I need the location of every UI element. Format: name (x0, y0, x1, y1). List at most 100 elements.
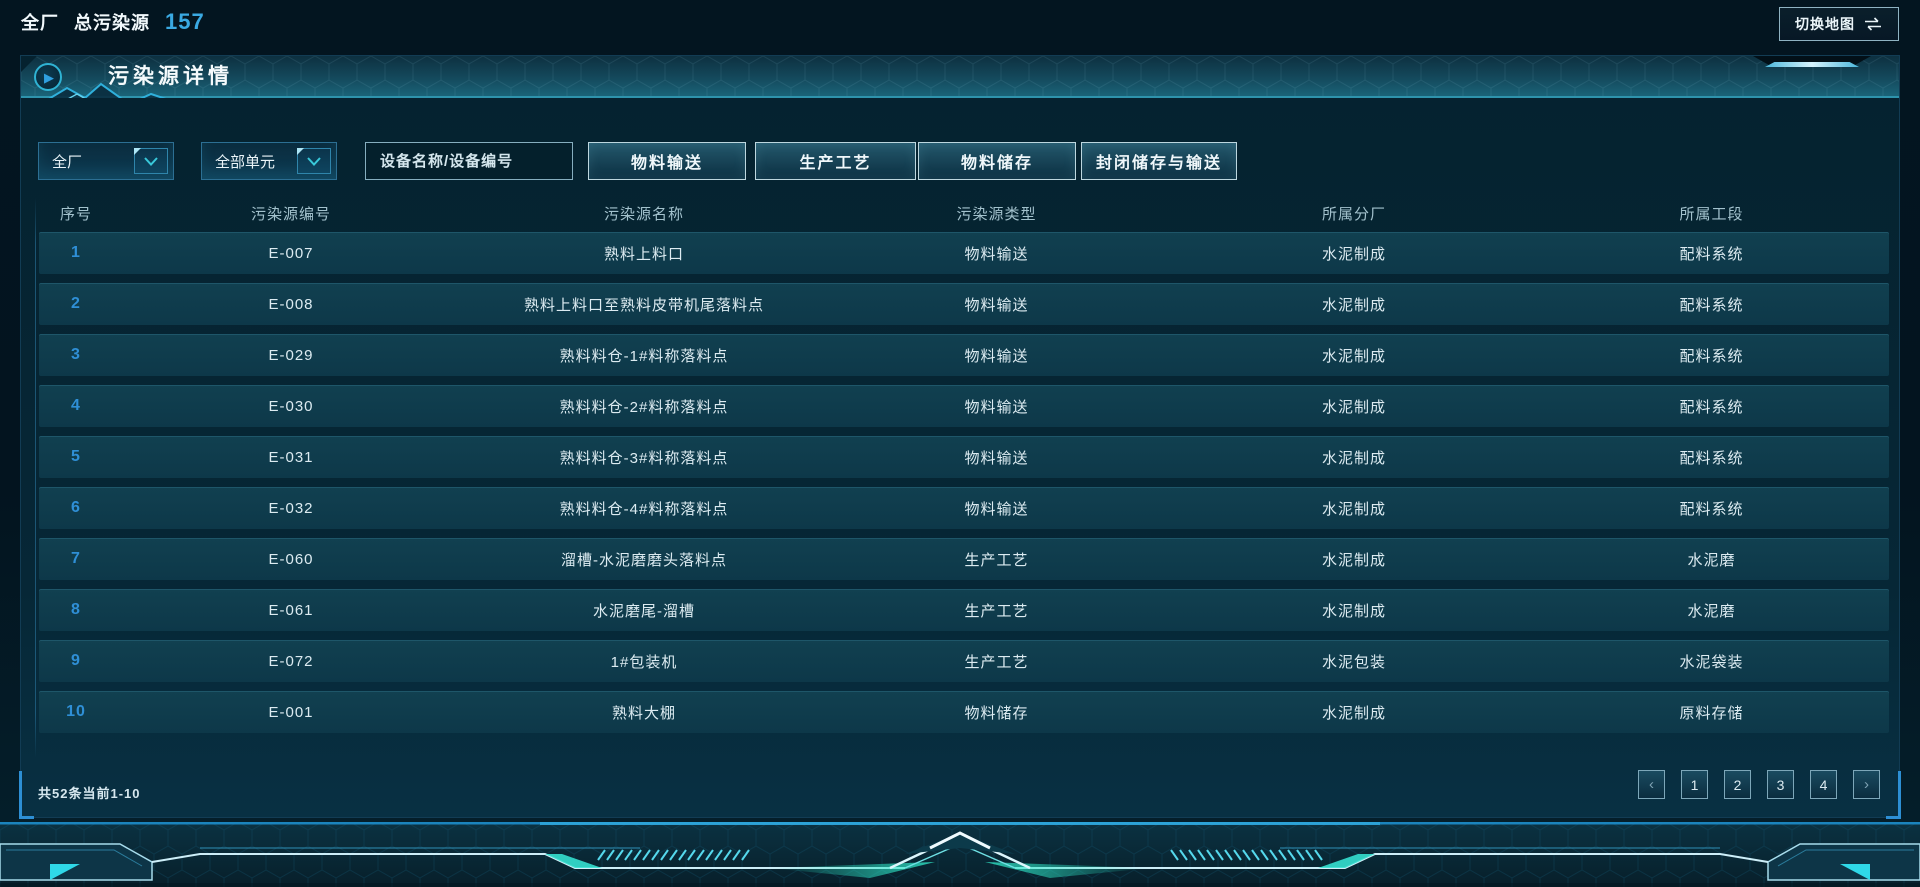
total-pollution-count: 157 (165, 9, 205, 34)
cell-index: 10 (66, 703, 86, 720)
cell-name: 熟料料仓-1#料称落料点 (559, 347, 729, 365)
column-header: 所属分厂 (1321, 205, 1386, 223)
switch-map-button[interactable]: 切换地图 (1779, 7, 1899, 41)
unit-filter-value: 全部单元 (215, 153, 276, 171)
play-button[interactable]: ▶ (34, 63, 62, 91)
panel-header: ▶ 污染源详情 (21, 56, 1899, 98)
column-header: 序号 (59, 205, 92, 223)
bottom-hud-decoration (0, 822, 1920, 887)
chevron-right-icon: › (1864, 776, 1869, 793)
table-row[interactable]: 3 E-029 熟料料仓-1#料称落料点 物料输送 水泥制成 配料系统 (39, 334, 1889, 376)
cell-section: 配料系统 (1679, 347, 1744, 365)
cell-index: 4 (71, 397, 81, 414)
cell-plant: 水泥制成 (1321, 347, 1386, 365)
cell-code: E-030 (268, 397, 314, 415)
cell-index: 5 (71, 448, 81, 465)
cell-type: 物料输送 (964, 245, 1029, 263)
pagination-page-button[interactable]: 1 (1681, 770, 1708, 799)
table-row[interactable]: 8 E-061 水泥磨尾-溜槽 生产工艺 水泥制成 水泥磨 (39, 589, 1889, 631)
cell-type: 物料输送 (964, 500, 1029, 518)
cell-index: 1 (71, 244, 81, 261)
column-header: 所属工段 (1679, 205, 1744, 223)
cell-type: 生产工艺 (964, 653, 1029, 671)
plant-filter-value: 全厂 (52, 153, 83, 171)
cell-section: 配料系统 (1679, 500, 1744, 518)
cell-name: 熟料上料口至熟料皮带机尾落料点 (523, 296, 764, 314)
cell-plant: 水泥制成 (1321, 449, 1386, 467)
cell-plant: 水泥制成 (1321, 551, 1386, 569)
switch-map-label: 切换地图 (1795, 16, 1855, 32)
pagination-prev-button[interactable]: ‹ (1638, 770, 1665, 799)
cell-code: E-061 (268, 601, 314, 619)
cell-index: 6 (71, 499, 81, 516)
column-header: 污染源类型 (956, 205, 1037, 223)
cell-name: 熟料料仓-4#料称落料点 (559, 500, 729, 518)
cell-plant: 水泥制成 (1321, 245, 1386, 263)
category-filter-button[interactable]: 封闭储存与输送 (1081, 142, 1237, 180)
chevron-down-icon[interactable] (297, 148, 331, 174)
table-row[interactable]: 2 E-008 熟料上料口至熟料皮带机尾落料点 物料输送 水泥制成 配料系统 (39, 283, 1889, 325)
pagination-page-button[interactable]: 2 (1724, 770, 1751, 799)
search-box (365, 142, 606, 180)
corner-decoration (1886, 771, 1901, 819)
cell-name: 熟料上料口 (603, 245, 684, 263)
record-summary: 共52条当前1-10 (38, 786, 141, 801)
cell-section: 配料系统 (1679, 296, 1744, 314)
cell-name: 熟料大棚 (611, 704, 676, 722)
table-row[interactable]: 7 E-060 溜槽-水泥磨磨头落料点 生产工艺 水泥制成 水泥磨 (39, 538, 1889, 580)
cell-type: 物料输送 (964, 296, 1029, 314)
pagination-page-button[interactable]: 3 (1767, 770, 1794, 799)
header-notch-highlight (1765, 62, 1859, 67)
cell-type: 生产工艺 (964, 551, 1029, 569)
cell-plant: 水泥制成 (1321, 500, 1386, 518)
cell-type: 物料储存 (964, 704, 1029, 722)
table-body: 1 E-007 熟料上料口 物料输送 水泥制成 配料系统 2 E-008 熟料上料口至熟料皮带机… (39, 232, 1889, 742)
table-row[interactable]: 9 E-072 1#包装机 生产工艺 水泥包装 水泥袋装 (39, 640, 1889, 682)
table-row[interactable]: 1 E-007 熟料上料口 物料输送 水泥制成 配料系统 (39, 232, 1889, 274)
hex-pattern-decoration (21, 56, 1899, 96)
category-filter-button[interactable]: 物料储存 (918, 142, 1076, 180)
cell-type: 物料输送 (964, 347, 1029, 365)
corner-decoration (19, 771, 34, 819)
scope-label: 全厂 (21, 13, 59, 33)
cell-plant: 水泥制成 (1321, 602, 1386, 620)
table-row[interactable]: 6 E-032 熟料料仓-4#料称落料点 物料输送 水泥制成 配料系统 (39, 487, 1889, 529)
top-title-group: 全厂 总污染源 157 (21, 9, 205, 35)
cell-section: 水泥袋装 (1679, 653, 1744, 671)
cell-code: E-072 (268, 652, 314, 670)
chevron-down-icon[interactable] (134, 148, 168, 174)
cell-type: 物料输送 (964, 449, 1029, 467)
cell-plant: 水泥制成 (1321, 296, 1386, 314)
column-header: 污染源名称 (603, 205, 684, 223)
cell-plant: 水泥制成 (1321, 398, 1386, 416)
total-pollution-label: 总污染源 (74, 13, 150, 33)
cell-name: 1#包装机 (610, 653, 678, 671)
category-filter-button[interactable]: 物料输送 (588, 142, 746, 180)
table-row[interactable]: 4 E-030 熟料料仓-2#料称落料点 物料输送 水泥制成 配料系统 (39, 385, 1889, 427)
search-input[interactable] (366, 143, 589, 179)
table-row[interactable]: 10 E-001 熟料大棚 物料储存 水泥制成 原料存储 (39, 691, 1889, 733)
pagination-page-button[interactable]: 4 (1810, 770, 1837, 799)
table-row[interactable]: 5 E-031 熟料料仓-3#料称落料点 物料输送 水泥制成 配料系统 (39, 436, 1889, 478)
cell-section: 水泥磨 (1687, 551, 1736, 569)
cell-type: 物料输送 (964, 398, 1029, 416)
unit-filter-dropdown[interactable]: 全部单元 (201, 142, 337, 180)
pagination-next-button[interactable]: › (1853, 770, 1880, 799)
cell-section: 原料存储 (1679, 704, 1744, 722)
plant-filter-dropdown[interactable]: 全厂 (38, 142, 174, 180)
header-notch-decoration (1753, 56, 1871, 66)
cell-code: E-060 (268, 550, 314, 568)
cell-name: 水泥磨尾-溜槽 (593, 602, 695, 620)
cell-index: 7 (71, 550, 81, 567)
table-left-border (35, 198, 36, 758)
panel-title: 污染源详情 (108, 65, 233, 88)
cell-index: 2 (71, 295, 81, 312)
category-filter-button[interactable]: 生产工艺 (755, 142, 916, 180)
cell-name: 熟料料仓-2#料称落料点 (559, 398, 729, 416)
chevron-left-icon: ‹ (1649, 776, 1654, 793)
cell-section: 配料系统 (1679, 245, 1744, 263)
cell-code: E-001 (268, 703, 314, 721)
cell-code: E-031 (268, 448, 314, 466)
